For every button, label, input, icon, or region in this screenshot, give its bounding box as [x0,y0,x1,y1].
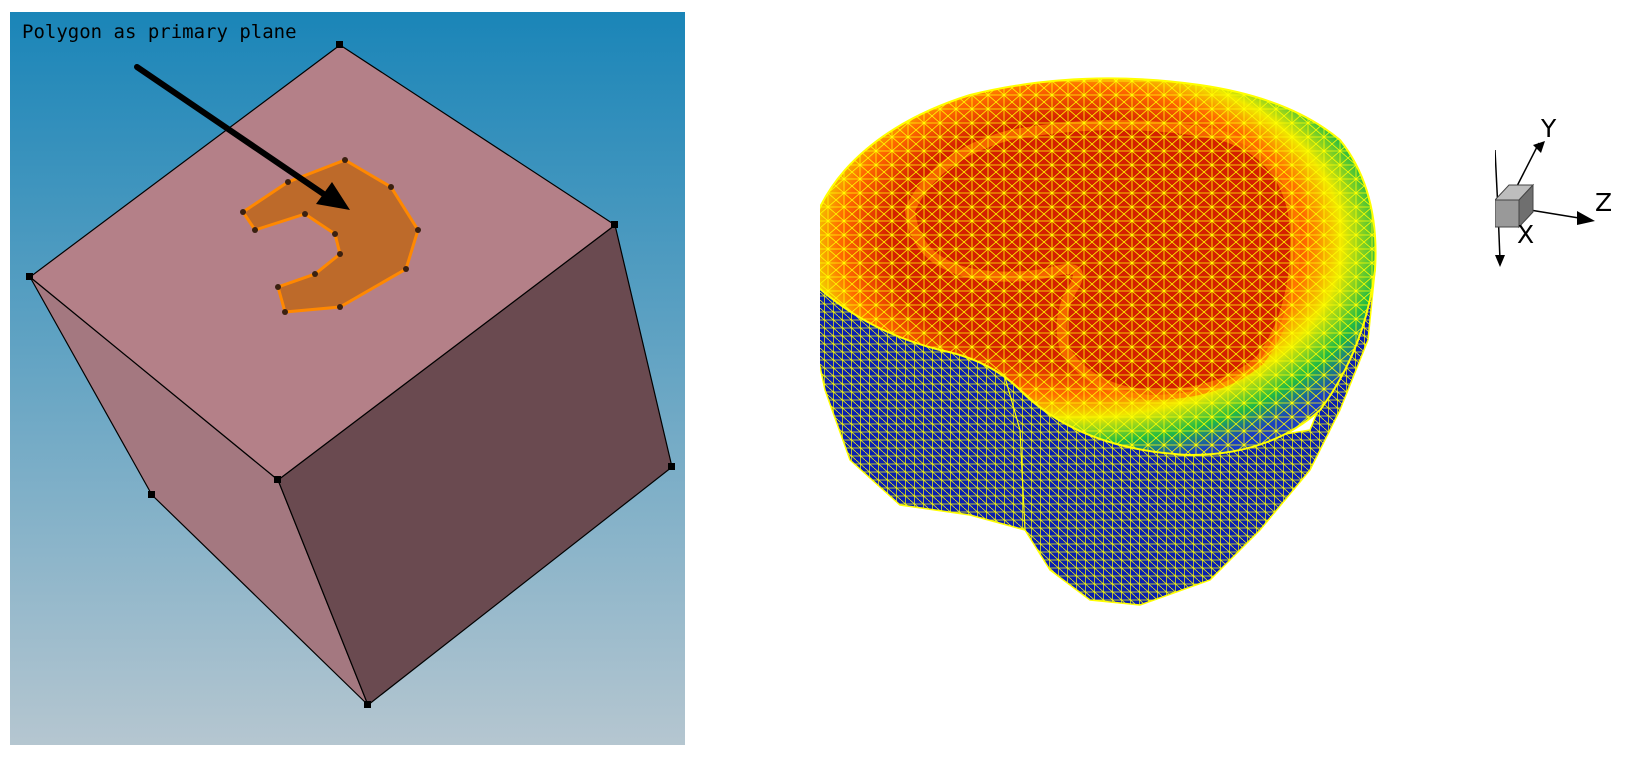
polygon-vertex[interactable] [415,227,421,233]
polygon-vertex[interactable] [403,266,409,272]
z-axis-line [1529,209,1586,220]
cube-vertex-markers [26,41,675,708]
cube-viewport[interactable]: Polygon as primary plane [10,12,685,745]
vertex-marker[interactable] [668,463,675,470]
vertex-marker[interactable] [26,273,33,280]
side-wall-crease [999,359,1026,531]
z-axis-arrowhead [1577,211,1595,225]
caption-text: Polygon as primary plane [22,21,297,43]
polygon-vertex[interactable] [312,271,318,277]
y-axis-arrowhead [1533,141,1545,153]
x-axis-arrowhead [1495,255,1505,267]
x-axis-label: X [1517,220,1534,249]
vertex-marker[interactable] [364,701,371,708]
triad-cube-front [1495,199,1520,228]
pointer-arrow [134,64,350,210]
vertex-marker[interactable] [274,476,281,483]
axis-triad[interactable]: Y Z X [1495,115,1620,285]
mesh-contour-viewport[interactable] [820,60,1440,660]
polygon-vertex[interactable] [342,157,348,163]
mesh-contour-canvas [820,77,1377,606]
axis-triad-canvas: Y Z X [1495,115,1612,267]
vertex-marker[interactable] [148,491,155,498]
polygon-vertex[interactable] [337,251,343,257]
polygon-vertex[interactable] [240,209,246,215]
polygon-vertex[interactable] [332,231,338,237]
polygon-vertex[interactable] [388,184,394,190]
z-axis-label: Z [1595,188,1612,217]
top-surface-mesh-lines [820,78,1376,455]
polygon-vertex[interactable] [302,211,308,217]
y-axis-line [1514,142,1540,191]
polygon-vertex[interactable] [285,179,291,185]
cube-viewport-canvas: Polygon as primary plane [10,12,685,745]
polygon-vertex[interactable] [337,304,343,310]
vertex-marker[interactable] [611,221,618,228]
polygon-vertex[interactable] [282,309,288,315]
polygon-vertex[interactable] [252,227,258,233]
y-axis-label: Y [1540,115,1557,143]
polygon-vertex[interactable] [275,284,281,290]
vertex-marker[interactable] [336,41,343,48]
polygon-vertex-markers [240,157,421,315]
